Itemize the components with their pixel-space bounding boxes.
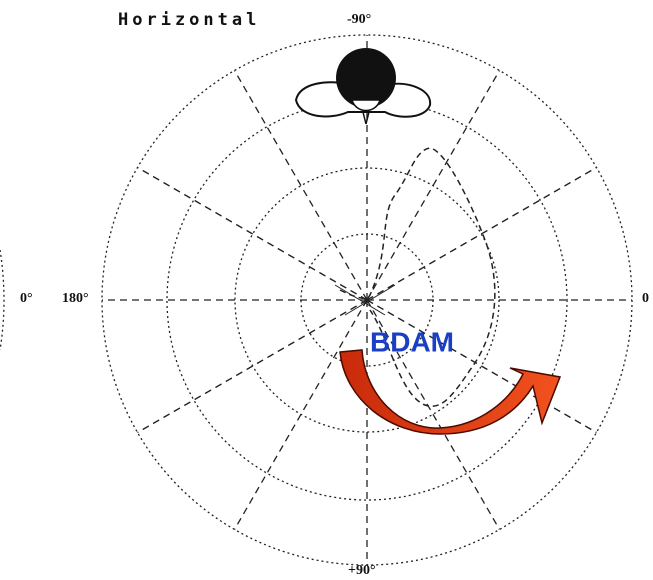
angle-label: 0° (20, 291, 33, 306)
spoke (138, 168, 367, 301)
spoke (138, 300, 367, 433)
annotation: BDAM (370, 326, 454, 357)
angle-label: 0 (642, 291, 649, 306)
direction-arrow (340, 350, 560, 434)
spoke (367, 300, 596, 433)
angle-label: -90° (347, 12, 371, 27)
angle-label: 180° (62, 291, 89, 306)
title: Horizontal (118, 10, 260, 30)
head-illustration (296, 48, 430, 124)
spoke (235, 300, 368, 529)
spoke (367, 168, 596, 301)
polar-diagram: Horizontal -90° 0° 180° 0 +90° BDAM (0, 0, 653, 580)
angle-label: +90° (348, 563, 376, 578)
partial-ring (0, 250, 4, 350)
